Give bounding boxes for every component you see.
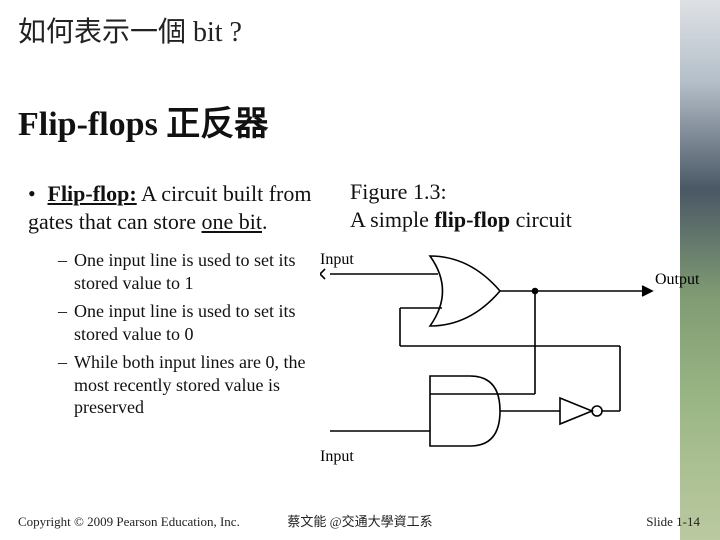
bullet-flipflop: • Flip-flop: A circuit built from gates …: [28, 180, 328, 235]
label-input-top: Input: [320, 251, 354, 268]
main-heading: Flip-flops 正反器: [18, 96, 268, 145]
bullet-dot-icon: •: [28, 180, 42, 208]
label-output: Output: [655, 271, 700, 288]
dash-icon: –: [58, 249, 67, 272]
sub-text-3: While both input lines are 0, the most r…: [74, 352, 305, 417]
page-top-title: 如何表示一個 bit ?: [18, 10, 242, 50]
dash-icon: –: [58, 351, 67, 374]
slide-container: 如何表示一個 bit ? Flip-flops 正反器 • Flip-flop:…: [0, 0, 720, 540]
footer: Copyright © 2009 Pearson Education, Inc.…: [0, 506, 720, 530]
sub-text-2: One input line is used to set its stored…: [74, 301, 295, 344]
sub-item-3: – While both input lines are 0, the most…: [58, 351, 328, 419]
flipflop-circuit-diagram: Input Output Input: [320, 246, 700, 466]
and-gate-icon: [430, 376, 500, 446]
sub-bullet-list: – One input line is used to set its stor…: [58, 249, 328, 419]
sub-item-1: – One input line is used to set its stor…: [58, 249, 328, 294]
bullet-period: .: [262, 209, 268, 234]
figure-term-flipflop: flip-flop: [434, 207, 510, 232]
sub-item-2: – One input line is used to set its stor…: [58, 300, 328, 345]
term-flipflop: Flip-flop:: [48, 181, 137, 206]
not-gate-icon: [560, 398, 592, 424]
right-column: Figure 1.3: A simple flip-flop circuit: [350, 178, 690, 233]
footer-center-text: 蔡文能 @交通大學資工系: [0, 511, 720, 530]
figure-line1: Figure 1.3:: [350, 179, 447, 204]
or-gate-icon: [430, 256, 500, 326]
figure-line2c: circuit: [510, 207, 572, 232]
label-input-bottom: Input: [320, 448, 354, 465]
term-one-bit: one bit: [202, 209, 263, 234]
dash-icon: –: [58, 300, 67, 323]
figure-line2a: A simple: [350, 207, 434, 232]
left-column: • Flip-flop: A circuit built from gates …: [28, 180, 328, 425]
figure-caption: Figure 1.3: A simple flip-flop circuit: [350, 178, 690, 233]
sub-text-1: One input line is used to set its stored…: [74, 250, 295, 293]
slide-number: Slide 1-14: [646, 514, 700, 530]
